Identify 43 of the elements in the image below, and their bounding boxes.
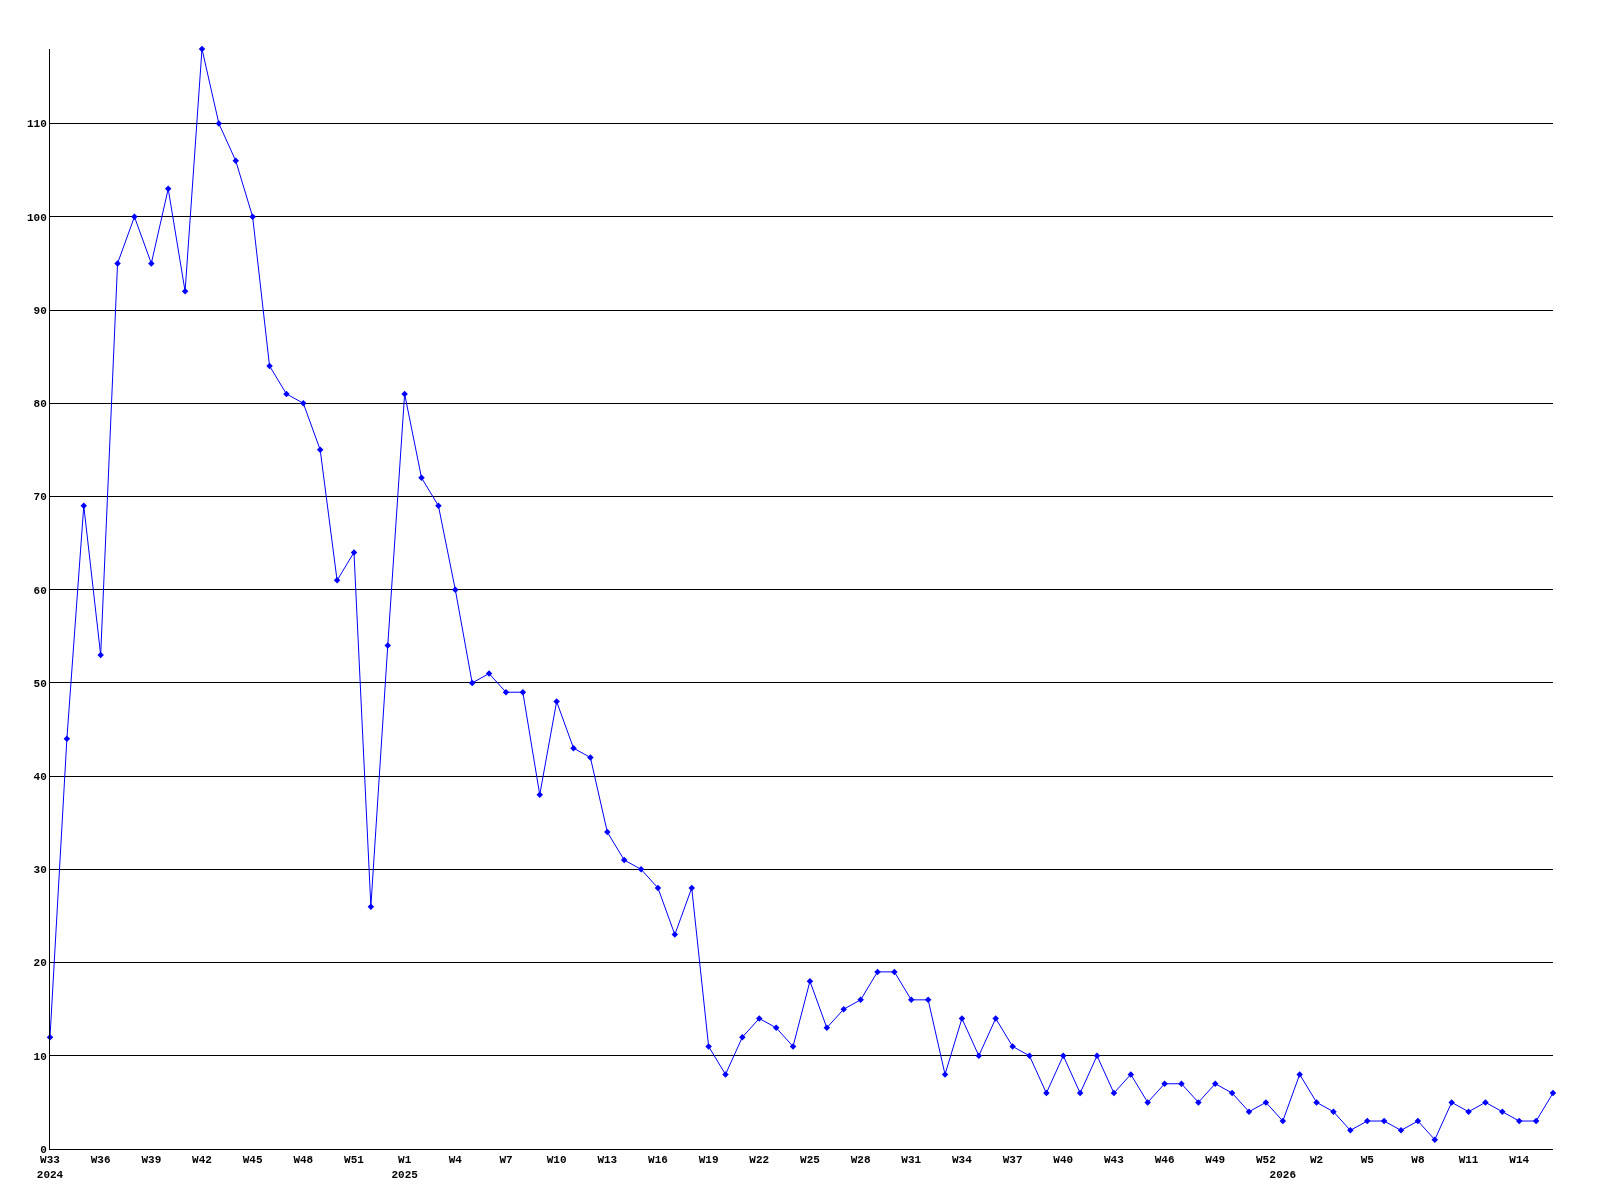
x-tick-label: W37	[1002, 1154, 1023, 1167]
y-tick-label: 70	[33, 491, 47, 504]
y-tick-label: 60	[33, 584, 47, 597]
x-tick-label: W42	[192, 1154, 212, 1167]
y-tick-label: 100	[26, 211, 47, 224]
y-tick-label: 50	[33, 677, 47, 690]
y-tick-label: 40	[33, 770, 47, 783]
x-tick-label: W39	[141, 1154, 162, 1167]
x-tick-label: W11	[1458, 1154, 1479, 1167]
x-tick-label: W51	[344, 1154, 365, 1167]
x-tick-label: W8	[1411, 1154, 1425, 1167]
x-tick-label: W45	[242, 1154, 263, 1167]
x-tick-label: W4	[448, 1154, 463, 1167]
x-tick-label: W28	[850, 1154, 871, 1167]
x-tick-label: W13	[597, 1154, 618, 1167]
y-tick-label: 20	[33, 957, 47, 970]
x-tick-label: W33 2024	[36, 1154, 64, 1181]
x-tick-label: W49	[1205, 1154, 1226, 1167]
x-tick-label: W36	[90, 1154, 111, 1167]
y-tick-label: 90	[33, 304, 47, 317]
x-tick-label: W5	[1360, 1154, 1375, 1167]
x-tick-label: W34	[952, 1154, 973, 1167]
x-tick-label: W48	[293, 1154, 314, 1167]
x-tick-label: W22	[749, 1154, 770, 1167]
x-tick-label: W52	[1256, 1154, 1276, 1167]
x-tick-label: W31	[901, 1154, 922, 1167]
x-tick-label: W14	[1509, 1154, 1530, 1167]
y-tick-label: 110	[26, 118, 47, 131]
y-tick-label: 80	[33, 398, 47, 411]
x-tick-label: W2	[1309, 1154, 1324, 1167]
x-tick-label: W43	[1104, 1154, 1125, 1167]
x-tick-label: W25	[800, 1154, 821, 1167]
x-tick-label: W46	[1154, 1154, 1175, 1167]
x-tick-label: W40	[1053, 1154, 1074, 1167]
y-tick-label: 0	[40, 1143, 47, 1156]
x-tick-label: 2026	[1269, 1168, 1296, 1181]
x-tick-label: W19	[698, 1154, 719, 1167]
x-tick-label: W16	[648, 1154, 668, 1167]
x-tick-label: W1 2025	[391, 1154, 419, 1181]
x-tick-label: W7	[499, 1154, 513, 1167]
y-tick-label: 10	[33, 1050, 47, 1063]
y-tick-label: 30	[33, 864, 47, 877]
x-tick-label: W10	[546, 1154, 567, 1167]
